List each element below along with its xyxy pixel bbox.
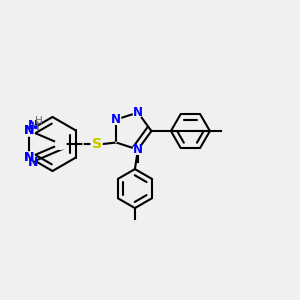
Text: N: N <box>133 106 143 119</box>
Text: N: N <box>133 143 143 156</box>
Text: N: N <box>24 151 34 164</box>
Text: N: N <box>24 124 34 137</box>
Circle shape <box>111 115 121 124</box>
Text: H: H <box>32 122 40 132</box>
Text: N: N <box>28 155 38 169</box>
Circle shape <box>91 139 102 149</box>
Text: N: N <box>111 113 121 126</box>
Circle shape <box>55 139 66 149</box>
Circle shape <box>133 145 143 154</box>
Circle shape <box>133 108 143 117</box>
Text: S: S <box>92 137 102 151</box>
Circle shape <box>24 152 34 163</box>
Text: N: N <box>24 151 34 164</box>
Text: N: N <box>28 119 38 133</box>
Text: N: N <box>24 124 34 137</box>
Text: H: H <box>35 116 43 127</box>
Circle shape <box>24 125 34 136</box>
Text: S: S <box>92 137 102 151</box>
Circle shape <box>56 139 65 149</box>
Circle shape <box>24 125 34 136</box>
Text: H: H <box>32 122 39 132</box>
Circle shape <box>24 152 34 163</box>
